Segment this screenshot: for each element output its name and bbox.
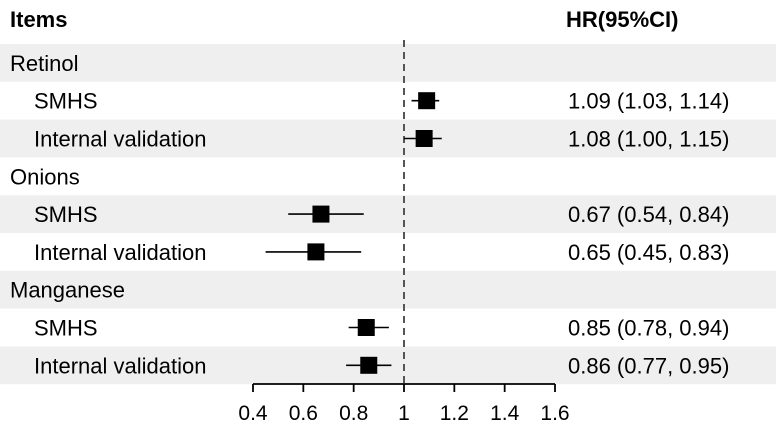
estimate-marker bbox=[307, 243, 325, 261]
group-label: Retinol bbox=[10, 51, 78, 76]
hr-ci-text: 0.85 (0.78, 0.94) bbox=[568, 316, 729, 341]
estimate-marker bbox=[415, 130, 433, 147]
hr-ci-text: 1.08 (1.00, 1.15) bbox=[568, 127, 729, 152]
row-band bbox=[0, 44, 776, 82]
x-tick-label: 0.6 bbox=[289, 402, 318, 425]
hr-ci-text: 0.86 (0.77, 0.95) bbox=[568, 353, 729, 378]
row-label: Internal validation bbox=[34, 353, 206, 378]
estimate-marker bbox=[312, 205, 330, 223]
x-tick-label: 0.4 bbox=[238, 402, 268, 425]
group-label: Onions bbox=[10, 164, 80, 189]
x-tick-label: 1.4 bbox=[490, 402, 520, 425]
x-tick-label: 0.8 bbox=[339, 402, 368, 425]
group-label: Manganese bbox=[10, 278, 125, 303]
hr-header: HR(95%CI) bbox=[566, 7, 678, 32]
row-label: Internal validation bbox=[34, 240, 206, 265]
row-label: Internal validation bbox=[34, 127, 206, 152]
estimate-marker bbox=[357, 319, 375, 336]
row-band bbox=[0, 270, 776, 309]
hr-ci-text: 1.09 (1.03, 1.14) bbox=[568, 89, 729, 114]
hr-ci-text: 0.67 (0.54, 0.84) bbox=[568, 202, 729, 227]
estimate-marker bbox=[360, 356, 378, 374]
x-tick-label: 1.6 bbox=[540, 402, 569, 425]
estimate-marker bbox=[418, 92, 436, 110]
hr-ci-text: 0.65 (0.45, 0.83) bbox=[568, 240, 729, 265]
row-label: SMHS bbox=[34, 316, 98, 341]
row-label: SMHS bbox=[34, 89, 98, 114]
forest-rows: Retinol SMHS 1.09 (1.03, 1.14) Internal val… bbox=[10, 51, 729, 378]
row-band bbox=[0, 195, 776, 233]
x-tick-label: 1 bbox=[398, 402, 410, 425]
x-axis: 0.4 0.6 0.8 1 1.2 1.4 1.6 bbox=[238, 383, 570, 425]
x-tick-label: 1.2 bbox=[440, 402, 469, 425]
row-band bbox=[0, 119, 776, 158]
estimate-marks bbox=[265, 92, 442, 374]
row-label: SMHS bbox=[34, 202, 98, 227]
items-header: Items bbox=[10, 7, 67, 32]
